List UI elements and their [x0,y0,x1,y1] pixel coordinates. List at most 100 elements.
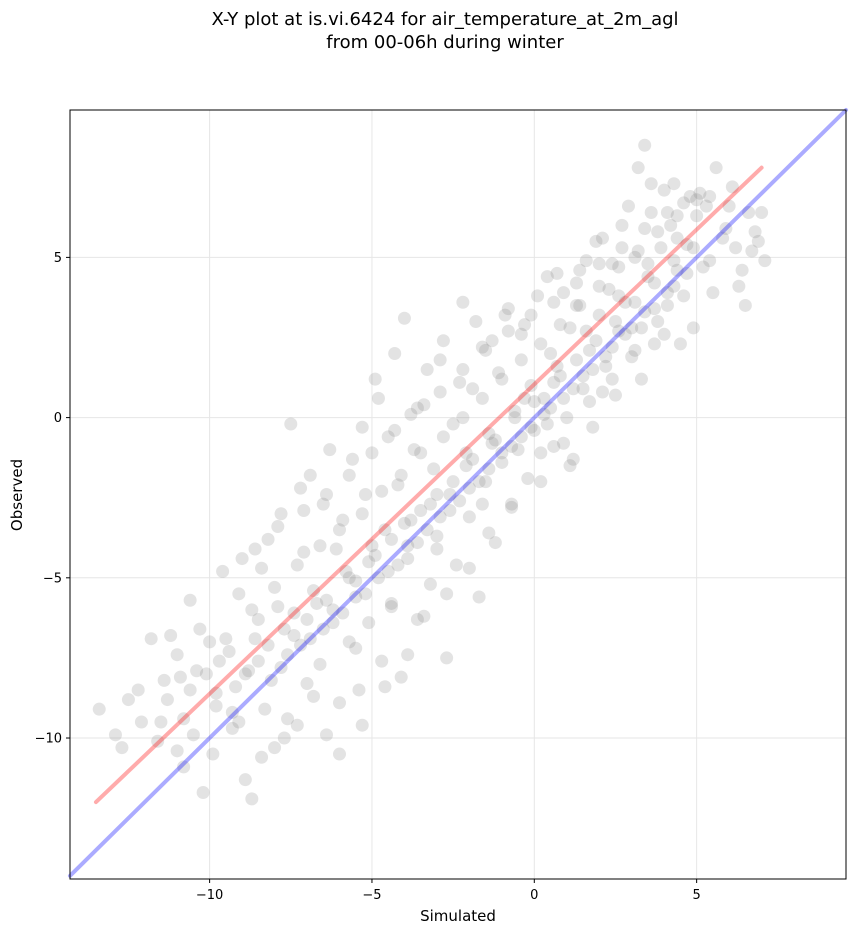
data-point [582,395,596,409]
data-point [410,536,424,550]
data-point [690,209,704,223]
data-point [271,600,285,614]
data-point [388,423,402,437]
chart-subtitle: from 00-06h during winter [326,32,564,53]
data-point [284,417,298,431]
y-tick-label: 5 [54,251,62,266]
data-point [336,513,350,527]
data-point [313,657,327,671]
data-point [511,443,525,457]
data-point [134,715,148,729]
data-point [758,254,772,268]
data-point [466,452,480,466]
data-point [521,471,535,485]
data-point [573,298,587,312]
data-point [332,523,346,537]
data-point [242,664,256,678]
data-point [475,497,489,511]
data-point [378,523,392,537]
data-point [670,209,684,223]
data-point [417,609,431,623]
data-point [277,731,291,745]
data-point [729,241,743,255]
data-point [738,298,752,312]
reference-lines [68,108,848,878]
data-point [540,417,554,431]
data-point [258,702,272,716]
data-point [345,452,359,466]
data-point [670,263,684,277]
data-point [154,715,168,729]
data-point [589,334,603,348]
data-point [570,298,584,312]
data-point [534,446,548,460]
data-point [667,279,681,293]
data-point [251,612,265,626]
data-point [482,427,496,441]
data-point [397,516,411,530]
data-point [456,411,470,425]
data-point [349,590,363,604]
data-point [514,430,528,444]
data-point [459,446,473,460]
data-point [582,343,596,357]
data-point [225,721,239,735]
data-point [151,734,165,748]
data-point [248,632,262,646]
data-point [391,558,405,572]
data-point [557,286,571,300]
data-point [404,513,418,527]
data-point [307,584,321,598]
scatter-points [92,138,772,806]
data-point [699,199,713,213]
data-point [657,327,671,341]
data-point [440,651,454,665]
data-point [527,395,541,409]
data-point [365,539,379,553]
data-point [579,324,593,338]
data-point [177,760,191,774]
data-point [336,606,350,620]
data-point [115,741,129,755]
data-point [485,436,499,450]
data-point [255,750,269,764]
data-point [388,347,402,361]
data-point [599,359,613,373]
x-axis-label: Simulated [420,907,496,925]
data-point [290,558,304,572]
data-point [290,718,304,732]
data-point [680,238,694,252]
data-point [303,632,317,646]
data-point [634,321,648,335]
data-point [690,193,704,207]
data-point [557,391,571,405]
data-point [303,468,317,482]
data-point [459,459,473,473]
data-point [647,276,661,290]
grid-lines [70,110,846,879]
data-point [410,612,424,626]
data-point [537,391,551,405]
data-point [524,308,538,322]
data-point [550,359,564,373]
data-point [595,385,609,399]
x-tick-label: −5 [362,888,381,903]
data-point [677,196,691,210]
data-point [625,321,639,335]
data-point [553,369,567,383]
data-point [735,263,749,277]
data-point [358,488,372,501]
data-point [742,206,756,220]
data-point [498,308,512,322]
data-point [482,526,496,540]
data-point [651,225,665,239]
data-point [573,263,587,277]
data-point [212,654,226,668]
data-point [401,552,415,566]
data-point [320,728,334,742]
data-point [235,552,249,566]
data-point [466,382,480,396]
data-point [430,488,444,501]
data-point [384,596,398,610]
